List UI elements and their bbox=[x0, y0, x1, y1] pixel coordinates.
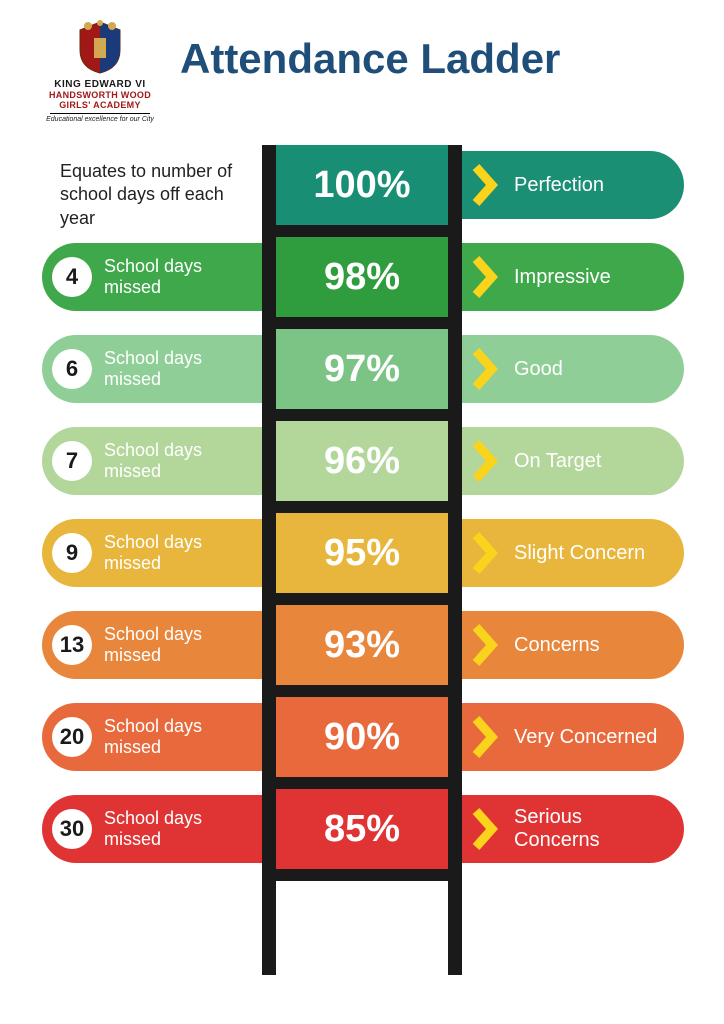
days-missed-label: School days missed bbox=[104, 808, 224, 849]
ladder-step-bar bbox=[262, 501, 462, 513]
status-pill: Good bbox=[452, 335, 684, 403]
ladder-rung: 97% bbox=[262, 329, 462, 409]
status-label: Concerns bbox=[514, 634, 600, 657]
ladder-step-bar bbox=[262, 869, 462, 881]
ladder-rail-right bbox=[448, 145, 462, 975]
page-title: Attendance Ladder bbox=[180, 35, 560, 83]
chevron-right-icon bbox=[472, 347, 500, 391]
ladder-rail-left bbox=[262, 145, 276, 975]
status-label: Impressive bbox=[514, 266, 611, 289]
days-missed-pill: 30 School days missed bbox=[42, 795, 272, 863]
days-missed-label: School days missed bbox=[104, 348, 224, 389]
status-label: Slight Concern bbox=[514, 542, 645, 565]
chevron-right-icon bbox=[472, 623, 500, 667]
rung-percent: 98% bbox=[324, 256, 400, 299]
logo-divider bbox=[50, 113, 150, 114]
days-count-badge: 4 bbox=[52, 257, 92, 297]
rung-percent: 97% bbox=[324, 348, 400, 391]
logo-line2: HANDSWORTH WOOD bbox=[40, 90, 160, 100]
chevron-right-icon bbox=[472, 807, 500, 851]
logo-line1: KING EDWARD VI bbox=[40, 79, 160, 90]
ladder-step-bar bbox=[262, 685, 462, 697]
days-count-badge: 30 bbox=[52, 809, 92, 849]
status-pill: Concerns bbox=[452, 611, 684, 679]
days-missed-pill: 13 School days missed bbox=[42, 611, 272, 679]
status-pill: Serious Concerns bbox=[452, 795, 684, 863]
chevron-right-icon bbox=[472, 439, 500, 483]
status-pill: Slight Concern bbox=[452, 519, 684, 587]
days-count-badge: 7 bbox=[52, 441, 92, 481]
ladder-step-bar bbox=[262, 317, 462, 329]
days-missed-label: School days missed bbox=[104, 716, 224, 757]
status-pill: Very Concerned bbox=[452, 703, 684, 771]
days-missed-label: School days missed bbox=[104, 256, 224, 297]
chevron-right-icon bbox=[472, 255, 500, 299]
status-pill: Perfection bbox=[452, 151, 684, 219]
ladder-rung: 100% bbox=[262, 145, 462, 225]
days-count-badge: 20 bbox=[52, 717, 92, 757]
ladder-rung: 96% bbox=[262, 421, 462, 501]
days-count-badge: 9 bbox=[52, 533, 92, 573]
chevron-right-icon bbox=[472, 531, 500, 575]
days-count-badge: 6 bbox=[52, 349, 92, 389]
rung-percent: 93% bbox=[324, 624, 400, 667]
days-missed-pill: 20 School days missed bbox=[42, 703, 272, 771]
ladder-step-bar bbox=[262, 593, 462, 605]
days-missed-pill: 4 School days missed bbox=[42, 243, 272, 311]
rung-percent: 85% bbox=[324, 808, 400, 851]
days-missed-pill: 6 School days missed bbox=[42, 335, 272, 403]
days-count-badge: 13 bbox=[52, 625, 92, 665]
school-logo: KING EDWARD VI HANDSWORTH WOOD GIRLS' AC… bbox=[40, 20, 160, 123]
status-label: Very Concerned bbox=[514, 726, 657, 749]
days-missed-label: School days missed bbox=[104, 440, 224, 481]
ladder-rung: 90% bbox=[262, 697, 462, 777]
days-missed-label: School days missed bbox=[104, 532, 224, 573]
status-label: Perfection bbox=[514, 174, 604, 197]
rung-percent: 95% bbox=[324, 532, 400, 575]
chevron-right-icon bbox=[472, 715, 500, 759]
ladder-rung: 85% bbox=[262, 789, 462, 869]
crest-icon bbox=[70, 20, 130, 75]
rung-percent: 90% bbox=[324, 716, 400, 759]
ladder-rung: 98% bbox=[262, 237, 462, 317]
logo-tagline: Educational excellence for our City bbox=[40, 116, 160, 123]
ladder-step-bar bbox=[262, 777, 462, 789]
status-pill: Impressive bbox=[452, 243, 684, 311]
ladder-rung: 93% bbox=[262, 605, 462, 685]
ladder-step-bar bbox=[262, 225, 462, 237]
days-missed-pill: 9 School days missed bbox=[42, 519, 272, 587]
subtitle-text: Equates to number of school days off eac… bbox=[60, 160, 240, 230]
ladder-rung: 95% bbox=[262, 513, 462, 593]
ladder-step-bar bbox=[262, 409, 462, 421]
rung-percent: 96% bbox=[324, 440, 400, 483]
status-label: On Target bbox=[514, 450, 601, 473]
chevron-right-icon bbox=[472, 163, 500, 207]
days-missed-pill: 7 School days missed bbox=[42, 427, 272, 495]
status-label: Good bbox=[514, 358, 563, 381]
status-label: Serious Concerns bbox=[514, 806, 664, 852]
days-missed-label: School days missed bbox=[104, 624, 224, 665]
status-pill: On Target bbox=[452, 427, 684, 495]
logo-line3: GIRLS' ACADEMY bbox=[40, 100, 160, 110]
rung-percent: 100% bbox=[313, 164, 410, 207]
ladder: 100% 98% 97% 96% 95% 93% 90% 85% bbox=[262, 145, 462, 975]
